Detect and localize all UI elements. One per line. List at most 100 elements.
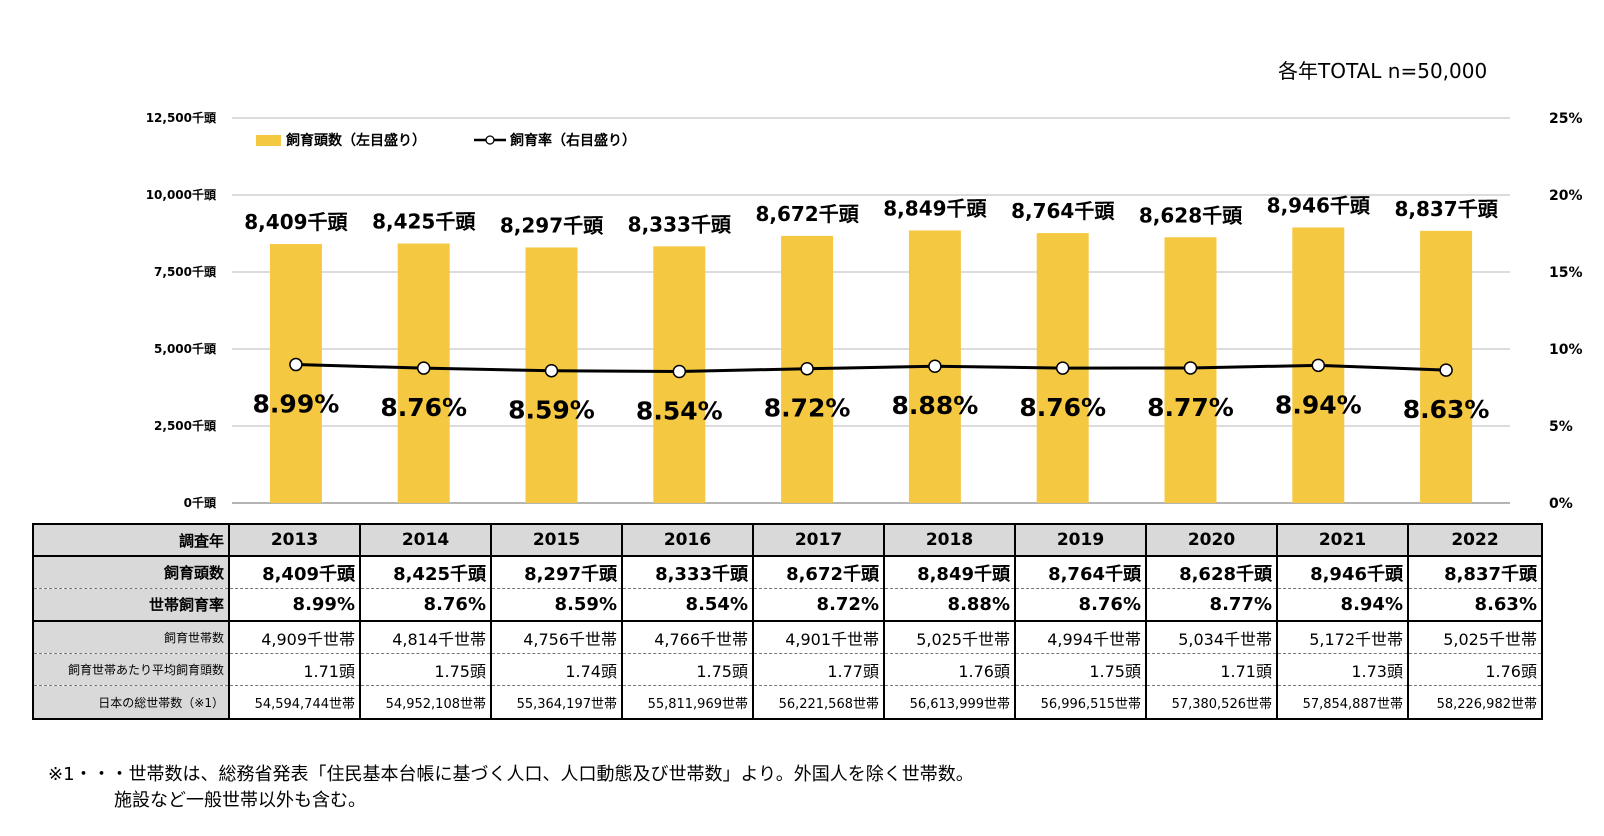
row-pet-households: 飼育世帯数 4,909千世帯 4,814千世帯 4,756千世帯 4,766千世帯 4,9…	[32, 621, 1543, 654]
left-axis-ticks: 0千頭 2,500千頭 5,000千頭 7,500千頭 10,000千頭 12,500千頭	[146, 110, 217, 510]
legend-bar-label: 飼育頭数（左目盛り）	[285, 132, 426, 149]
right-tick-label: 25%	[1549, 111, 1583, 127]
rate-value-label: 8.99%	[253, 390, 340, 419]
footnote-line-1: ※1・・・世帯数は、総務省発表「住民基本台帳に基づく人口、人口動態及び世帯数」よ…	[48, 764, 974, 785]
bar	[269, 244, 322, 503]
table-year-cell: 2020	[1145, 523, 1278, 557]
table-cell: 8,333千頭	[621, 556, 754, 589]
left-tick-label: 10,000千頭	[146, 187, 217, 202]
right-tick-label: 15%	[1549, 265, 1583, 281]
table-cell: 4,994千世帯	[1014, 621, 1147, 654]
table-cell: 1.75頭	[621, 653, 754, 686]
table-cell: 4,901千世帯	[752, 621, 885, 654]
footnote-line-2: 施設など一般世帯以外も含む。	[114, 790, 366, 811]
bar-value-label: 8,837千頭	[1394, 197, 1498, 221]
table-cell: 57,854,887世帯	[1276, 685, 1409, 720]
rate-value-labels: 8.99% 8.76% 8.59% 8.54% 8.72% 8.88% 8.76% 8.77%…	[253, 390, 1490, 426]
table-year-cell: 2018	[883, 523, 1016, 557]
data-table: 調査年 2013 2014 2015 2016 2017 2018 2019 2020 2021 2…	[32, 523, 1543, 720]
rate-line	[295, 363, 1447, 373]
table-cell: 4,766千世帯	[621, 621, 754, 654]
table-cell: 5,025千世帯	[1407, 621, 1543, 654]
table-cell: 54,952,108世帯	[359, 685, 492, 720]
row-avg-per-household: 飼育世帯あたり平均飼育頭数 1.71頭 1.75頭 1.74頭 1.75頭 1.77頭 1.…	[32, 653, 1543, 686]
bar-value-label: 8,946千頭	[1267, 193, 1371, 217]
table-cell: 8.54%	[621, 588, 754, 622]
table-cell: 5,025千世帯	[883, 621, 1016, 654]
rate-value-label: 8.76%	[380, 393, 467, 422]
table-cell: 8,946千頭	[1276, 556, 1409, 589]
left-tick-label: 0千頭	[184, 495, 217, 510]
table-cell: 8.77%	[1145, 588, 1278, 622]
right-tick-label: 0%	[1549, 496, 1573, 512]
footnote: ※1・・・世帯数は、総務省発表「住民基本台帳に基づく人口、人口動態及び世帯数」よ…	[48, 762, 974, 814]
table-cell: 4,756千世帯	[490, 621, 623, 654]
left-tick-label: 5,000千頭	[154, 341, 217, 356]
table-year-cell: 2019	[1014, 523, 1147, 557]
table-cell: 8,837千頭	[1407, 556, 1543, 589]
legend-bar-swatch	[256, 135, 281, 146]
rate-value-label: 8.77%	[1147, 393, 1234, 422]
table-row-label: 飼育世帯数	[32, 621, 230, 654]
table-cell: 4,814千世帯	[359, 621, 492, 654]
table-row-label: 飼育世帯あたり平均飼育頭数	[32, 653, 230, 686]
table-row-label: 日本の総世帯数（※1）	[32, 685, 230, 720]
table-year-cell: 2021	[1276, 523, 1409, 557]
total-sample-note: 各年TOTAL n=50,000	[1278, 59, 1488, 83]
table-cell: 55,811,969世帯	[621, 685, 754, 720]
table-year-cell: 2013	[228, 523, 361, 557]
rate-point	[672, 364, 687, 379]
bar-value-label: 8,672千頭	[755, 202, 859, 226]
table-cell: 1.73頭	[1276, 653, 1409, 686]
table-cell: 1.71頭	[228, 653, 361, 686]
table-cell: 8,672千頭	[752, 556, 885, 589]
table-year-cell: 2022	[1407, 523, 1543, 557]
table-row-label: 世帯飼育率	[32, 588, 230, 622]
rate-value-label: 8.59%	[508, 396, 595, 425]
rate-value-label: 8.94%	[1275, 390, 1362, 419]
table-year-cell: 2016	[621, 523, 754, 557]
bar-value-label: 8,764千頭	[1011, 199, 1115, 223]
rate-value-label: 8.54%	[636, 396, 723, 425]
table-year-cell: 2017	[752, 523, 885, 557]
table-cell: 5,172千世帯	[1276, 621, 1409, 654]
table-cell: 8,849千頭	[883, 556, 1016, 589]
table-year-cell: 2014	[359, 523, 492, 557]
table-cell: 55,364,197世帯	[490, 685, 623, 720]
chart-legend: 飼育頭数（左目盛り） 飼育率（右目盛り）	[256, 132, 636, 149]
table-cell: 8,297千頭	[490, 556, 623, 589]
table-cell: 4,909千世帯	[228, 621, 361, 654]
table-header-row: 調査年 2013 2014 2015 2016 2017 2018 2019 2020 2021 2…	[32, 523, 1543, 557]
table-cell: 1.75頭	[359, 653, 492, 686]
left-tick-label: 2,500千頭	[154, 418, 217, 433]
table-cell: 1.74頭	[490, 653, 623, 686]
rate-point	[1183, 361, 1198, 375]
table-cell: 8.99%	[228, 588, 361, 622]
rate-point	[416, 361, 431, 375]
table-header-label: 調査年	[32, 523, 230, 557]
legend-line-marker	[485, 135, 495, 145]
rate-line-series	[289, 357, 1453, 379]
row-household-rate: 世帯飼育率 8.99% 8.76% 8.59% 8.54% 8.72% 8.88% 8.76%…	[32, 588, 1543, 622]
table-cell: 1.71頭	[1145, 653, 1278, 686]
table-cell: 54,594,744世帯	[228, 685, 361, 720]
rate-point	[1055, 361, 1070, 375]
bar-value-label: 8,297千頭	[500, 213, 604, 237]
rate-point	[544, 363, 559, 378]
table-cell: 1.76頭	[1407, 653, 1543, 686]
table-cell: 56,996,515世帯	[1014, 685, 1147, 720]
bar-value-label: 8,333千頭	[628, 212, 732, 236]
rate-point	[1311, 358, 1326, 373]
right-tick-label: 10%	[1549, 342, 1583, 358]
table-cell: 1.75頭	[1014, 653, 1147, 686]
table-cell: 8.63%	[1407, 588, 1543, 622]
table-row-label: 飼育頭数	[32, 556, 230, 589]
legend-line-label: 飼育率（右目盛り）	[509, 132, 636, 149]
rate-value-label: 8.72%	[764, 394, 851, 423]
table-cell: 56,613,999世帯	[883, 685, 1016, 720]
rate-point	[1439, 363, 1453, 377]
bar-value-label: 8,849千頭	[883, 196, 987, 220]
rate-point	[800, 361, 814, 376]
table-cell: 8.88%	[883, 588, 1016, 622]
row-pet-count: 飼育頭数 8,409千頭 8,425千頭 8,297千頭 8,333千頭 8,672千頭 8…	[32, 556, 1543, 589]
